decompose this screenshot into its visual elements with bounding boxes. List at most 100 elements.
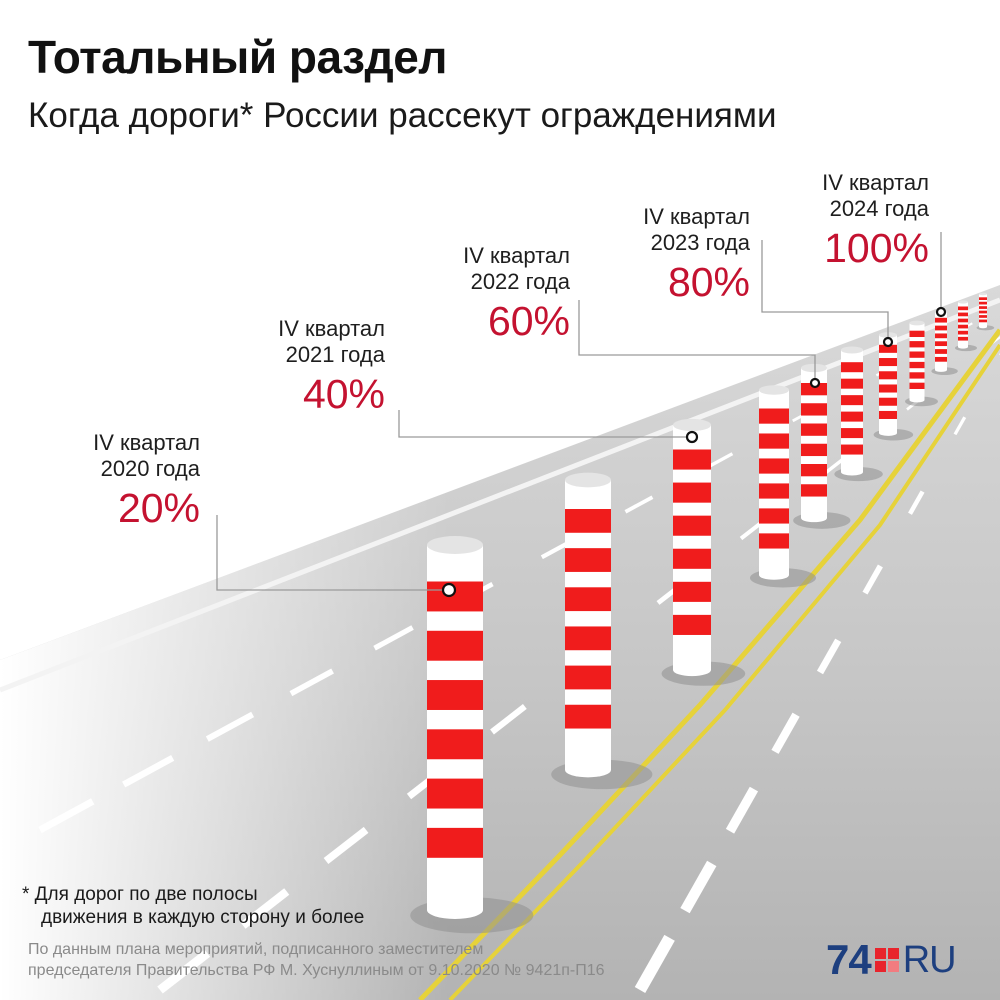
bollard-top [841, 346, 863, 354]
bollard-stripe [909, 341, 925, 348]
bollard-top [958, 300, 968, 304]
milestone-percent: 80% [667, 258, 750, 305]
lane-dash [708, 452, 734, 468]
lane-dash [373, 625, 414, 651]
marker-dot-icon [441, 582, 457, 598]
bollard-stripe [935, 356, 947, 362]
bollard-base [958, 345, 968, 349]
bollard-stripe [801, 464, 827, 477]
connector-line [398, 410, 692, 438]
lane-dash [157, 949, 211, 994]
bollard-stripe [565, 548, 611, 572]
milestone-period: IV квартал [93, 430, 200, 455]
logo-suffix: RU [902, 938, 957, 981]
marker-dot-icon [809, 377, 821, 389]
road-fade [0, 285, 1000, 1000]
bollard-stripe [673, 515, 711, 536]
bollard-stripe [427, 581, 483, 612]
bollard-stripe [759, 458, 789, 474]
bollard-icon [905, 320, 938, 407]
bollard-stripe [958, 330, 968, 335]
bollard-stripe [801, 383, 827, 396]
lane-dash [205, 711, 255, 742]
bollard-stripe [909, 382, 925, 389]
bollard-stripe [879, 358, 897, 367]
bollard-stripe [427, 827, 483, 858]
connector-line [216, 515, 449, 591]
bollard-stripe [801, 423, 827, 436]
bollard-stripe [879, 397, 897, 406]
milestone-year: 2024 года [829, 195, 929, 221]
lane-dash [822, 458, 844, 476]
bollard-stripe [979, 306, 987, 309]
lane-dash [953, 416, 967, 436]
bollard-stripe [935, 349, 947, 354]
lane-dash [240, 888, 290, 929]
bollard-top [909, 320, 925, 326]
bollard-top [673, 418, 711, 432]
bollard-icon [750, 385, 816, 588]
bollard-stripe [958, 324, 968, 329]
bollard-stripe [879, 371, 897, 380]
milestone-year: 2020 года [100, 455, 200, 481]
bollard-stripe [979, 297, 987, 301]
footnote-line-1: * Для дорог по две полосы [22, 884, 258, 905]
bollard-stripe [673, 581, 711, 602]
bollard-icon [955, 300, 977, 352]
bollard-stripe [759, 433, 789, 449]
connector-line [761, 240, 889, 342]
marker-dot-icon [882, 336, 894, 348]
milestone-percent: 20% [117, 484, 200, 531]
bollard-stripe [841, 428, 863, 439]
bollard-stripe [958, 306, 968, 311]
lane-dash [634, 934, 675, 993]
footnote-line-2: движения в каждую сторону и более [41, 906, 365, 928]
milestone-year: 2023 года [650, 229, 750, 255]
bollard-stripe [427, 630, 483, 661]
bollard-stripe [565, 587, 611, 612]
bollard-stripe [759, 533, 789, 549]
source-line-1: По данным плана мероприятий, подписанног… [28, 941, 484, 958]
bollard-stripe [427, 680, 483, 710]
centerline-right [448, 343, 1000, 1000]
bollard-stripe [759, 483, 789, 499]
bollard-stripe [673, 449, 711, 470]
bollard-stripe [909, 372, 925, 379]
bollard-icon [873, 332, 914, 441]
bollard-top [801, 363, 827, 373]
brand-logo[interactable]: 74 RU [826, 936, 957, 983]
bollard-base [979, 325, 987, 329]
bollard-base [565, 762, 611, 778]
bollard-stripe [801, 484, 827, 497]
lane-dash [771, 712, 800, 754]
bollard-stripe [979, 315, 987, 318]
road-edge-line [0, 297, 1000, 693]
lane-dash [122, 755, 175, 788]
bollard-stripe [801, 443, 827, 457]
bollard-stripe [565, 509, 611, 533]
bollard-icon [834, 346, 883, 482]
bollard-stripe [958, 312, 968, 317]
milestone-percent: 60% [487, 297, 570, 344]
bollard-top [565, 472, 611, 488]
bollard-base [841, 468, 863, 476]
logo-number: 74 [826, 936, 872, 983]
bollard-stripe [909, 361, 925, 369]
bollard-stripe [879, 410, 897, 419]
milestone-2021: IV квартал 2021 года 40% [210, 316, 385, 418]
bollard-stripe [879, 384, 897, 393]
bollard-stripe [841, 378, 863, 389]
bollard-top [759, 385, 789, 395]
bollard-stripe [879, 344, 897, 353]
bollard-stripe [565, 626, 611, 651]
page-subtitle: Когда дороги* России рассекут ограждения… [28, 96, 777, 135]
bollard-stripe [841, 395, 863, 406]
bollard-stripe [909, 330, 925, 338]
source-note: По данным плана мероприятий, подписанног… [28, 940, 605, 982]
bollard-stripe [958, 318, 968, 323]
bollard-stripe [841, 444, 863, 455]
bollard-stripe [565, 704, 611, 729]
lane-dash [289, 668, 334, 697]
bollard-stripe [979, 310, 987, 314]
bollard-stripe [673, 548, 711, 569]
